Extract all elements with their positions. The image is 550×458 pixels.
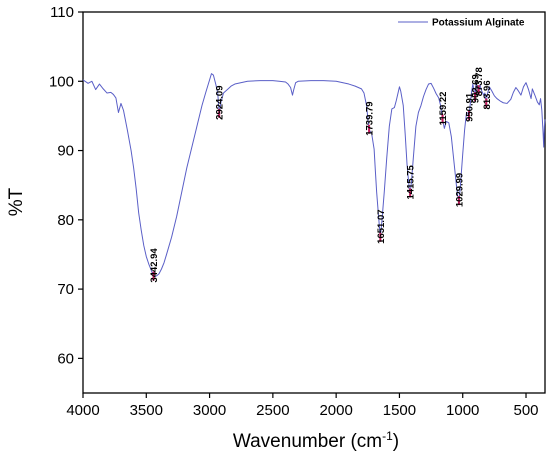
peak-label: 813.96 [482, 80, 493, 109]
y-tick-label: 70 [57, 281, 74, 298]
y-axis: 60 70 80 90 100 110 [49, 4, 83, 367]
peak-label: 1415.75 [406, 164, 417, 199]
y-tick-label: 100 [49, 73, 74, 90]
x-axis-title: Wavenumber (cm-1) [233, 429, 399, 452]
peak-label: 902.69 [471, 74, 482, 103]
legend-label: Potassium Alginate [432, 18, 525, 29]
peak-label: 1739.79 [365, 101, 376, 135]
series-layer [82, 73, 546, 278]
x-tick-label: 3000 [193, 402, 226, 419]
peak-label: 1159.22 [438, 92, 449, 126]
peak-label: 1029.99 [454, 173, 465, 207]
peak-label: 2924.09 [215, 85, 226, 119]
y-axis-title: %T [6, 187, 27, 216]
x-axis-title-main: Wavenumber (cm [233, 431, 382, 452]
y-tick-label: 60 [57, 350, 74, 367]
x-axis-title-superscript: -1 [382, 429, 393, 443]
series-line [82, 73, 546, 278]
plot-area-frame [82, 11, 546, 394]
peak-annotations: 3442.94 2924.09 1739.79 1651.07 1415.75 1159.… [149, 67, 493, 282]
x-tick-label: 2000 [319, 402, 352, 419]
x-axis: 4000 3500 3000 2500 2000 1500 1000 500 [66, 393, 539, 419]
y-tick-label: 110 [50, 4, 74, 21]
legend: Potassium Alginate [398, 18, 525, 29]
x-tick-label: 1000 [446, 402, 479, 419]
peak-label: 873.78 [474, 67, 485, 96]
x-tick-label: 500 [513, 402, 538, 419]
peak-label: 1651.07 [376, 209, 387, 243]
x-tick-label: 4000 [66, 402, 99, 419]
x-tick-label: 2500 [256, 402, 289, 419]
y-tick-label: 90 [57, 143, 74, 160]
peak-label: 950.91 [464, 92, 475, 122]
x-tick-label: 3500 [130, 402, 163, 419]
x-tick-label: 1500 [383, 402, 416, 419]
x-axis-title-close: ) [393, 431, 399, 452]
y-tick-label: 80 [57, 212, 74, 229]
peak-label: 3442.94 [149, 248, 160, 283]
